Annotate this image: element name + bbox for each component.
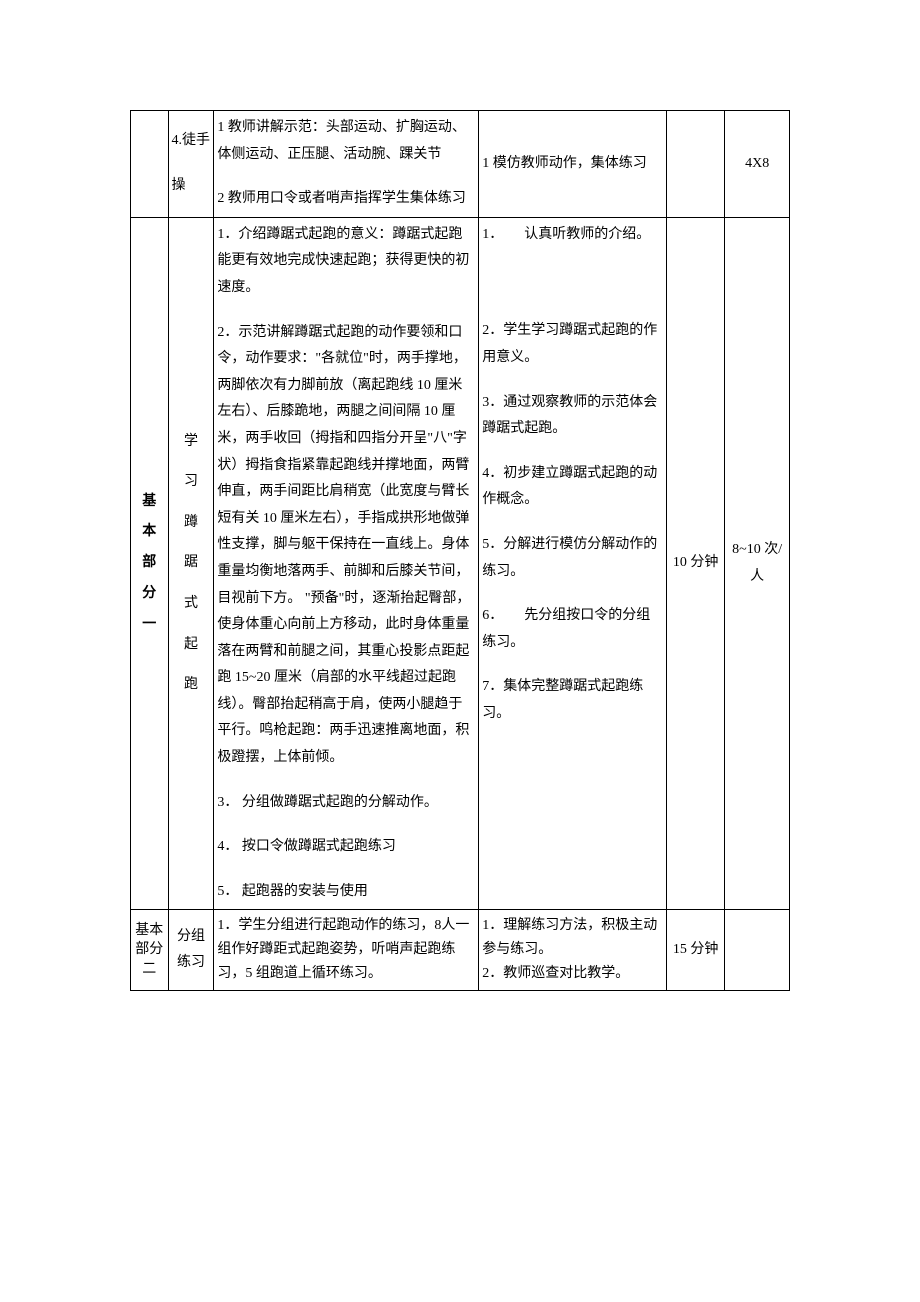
student-para: 2．学生学习蹲踞式起跑的作用意义。 bbox=[482, 318, 663, 371]
teacher-cell: 1．介绍蹲踞式起跑的意义：蹲踞式起跑能更有效地完成快速起跑；获得更快的初速度。 … bbox=[214, 217, 479, 910]
student-cell: 1． 认真听教师的介绍。 2．学生学习蹲踞式起跑的作用意义。 3．通过观察教师的… bbox=[479, 217, 667, 910]
teacher-para: 3． 分组做蹲踞式起跑的分解动作。 bbox=[217, 790, 475, 817]
sub-char: 跑 bbox=[172, 672, 211, 699]
teacher-cell: 1 教师讲解示范：头部运动、扩胸运动、体侧运动、正压腿、活动腕、踝关节 2 教师… bbox=[214, 111, 479, 218]
section-char: 分 bbox=[134, 586, 165, 603]
teacher-para: 5． 起跑器的安装与使用 bbox=[217, 879, 475, 906]
sub-line: 操 bbox=[172, 173, 211, 200]
student-cell: 1．理解练习方法，积极主动参与练习。 2．教师巡查对比教学。 bbox=[479, 910, 667, 990]
time-cell: 10 分钟 bbox=[666, 217, 724, 910]
lesson-plan-table: 4.徒手 操 1 教师讲解示范：头部运动、扩胸运动、体侧运动、正压腿、活动腕、踝… bbox=[130, 110, 790, 991]
student-para: 3．通过观察教师的示范体会蹲踞式起跑。 bbox=[482, 390, 663, 443]
sub-char: 起 bbox=[172, 632, 211, 659]
teacher-para: 2 教师用口令或者哨声指挥学生集体练习 bbox=[217, 186, 475, 213]
time-cell: 15 分钟 bbox=[666, 910, 724, 990]
time-cell bbox=[666, 111, 724, 218]
sub-char: 踞 bbox=[172, 550, 211, 577]
sub-cell: 分组练习 bbox=[168, 910, 214, 990]
sub-char: 式 bbox=[172, 591, 211, 618]
sub-char: 习 bbox=[172, 469, 211, 496]
student-para: 4．初步建立蹲踞式起跑的动作概念。 bbox=[482, 461, 663, 514]
student-para: 5．分解进行模仿分解动作的练习。 bbox=[482, 532, 663, 585]
teacher-para: 1．介绍蹲踞式起跑的意义：蹲踞式起跑能更有效地完成快速起跑；获得更快的初速度。 bbox=[217, 222, 475, 302]
table-row: 基 本 部 分 一 学 习 蹲 踞 式 起 跑 1．介绍蹲踞式起跑的意义：蹲踞式… bbox=[131, 217, 790, 910]
reps-cell: 8~10 次/人 bbox=[725, 217, 790, 910]
section-char: 本 bbox=[134, 524, 165, 541]
student-cell: 1 模仿教师动作，集体练习 bbox=[479, 111, 667, 218]
section-line: 二 bbox=[134, 960, 165, 980]
section-char: 部 bbox=[134, 555, 165, 572]
student-para: 6． 先分组按口令的分组练习。 bbox=[482, 603, 663, 656]
sub-cell: 学 习 蹲 踞 式 起 跑 bbox=[168, 217, 214, 910]
section-line: 基本 bbox=[134, 921, 165, 941]
student-para: 1 模仿教师动作，集体练习 bbox=[482, 151, 663, 178]
teacher-cell: 1．学生分组进行起跑动作的练习，8人一组作好蹲距式起跑姿势，听哨声起跑练习，5 … bbox=[214, 910, 479, 990]
teacher-para: 1 教师讲解示范：头部运动、扩胸运动、体侧运动、正压腿、活动腕、踝关节 bbox=[217, 115, 475, 168]
teacher-para: 4． 按口令做蹲踞式起跑练习 bbox=[217, 834, 475, 861]
reps-cell bbox=[725, 910, 790, 990]
sub-char: 学 bbox=[172, 429, 211, 456]
student-para: 1． 认真听教师的介绍。 bbox=[482, 222, 663, 249]
teacher-para: 2．示范讲解蹲踞式起跑的动作要领和口令，动作要求："各就位"时，两手撑地，两脚依… bbox=[217, 320, 475, 772]
section-line: 部分 bbox=[134, 940, 165, 960]
sub-cell: 4.徒手 操 bbox=[168, 111, 214, 218]
student-para: 7．集体完整蹲踞式起跑练习。 bbox=[482, 674, 663, 727]
sub-line: 4.徒手 bbox=[172, 128, 211, 155]
section-char: 一 bbox=[134, 617, 165, 634]
reps-cell: 4X8 bbox=[725, 111, 790, 218]
section-char: 基 bbox=[134, 494, 165, 511]
student-para: 1．理解练习方法，积极主动参与练习。 bbox=[482, 914, 663, 962]
section-cell bbox=[131, 111, 169, 218]
student-para: 2．教师巡查对比教学。 bbox=[482, 962, 663, 986]
table-row: 基本 部分 二 分组练习 1．学生分组进行起跑动作的练习，8人一组作好蹲距式起跑… bbox=[131, 910, 790, 990]
table-row: 4.徒手 操 1 教师讲解示范：头部运动、扩胸运动、体侧运动、正压腿、活动腕、踝… bbox=[131, 111, 790, 218]
section-cell: 基 本 部 分 一 bbox=[131, 217, 169, 910]
sub-char: 蹲 bbox=[172, 510, 211, 537]
section-cell: 基本 部分 二 bbox=[131, 910, 169, 990]
